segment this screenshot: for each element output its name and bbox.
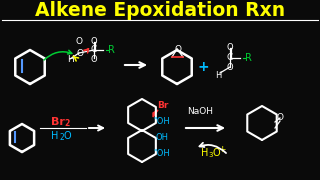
Text: Alkene Epoxidation Rxn: Alkene Epoxidation Rxn	[35, 1, 285, 21]
Text: H: H	[67, 55, 73, 64]
Text: R: R	[244, 53, 252, 63]
Text: R: R	[108, 45, 115, 55]
Text: "OH: "OH	[154, 148, 170, 158]
Text: C: C	[91, 46, 97, 55]
Polygon shape	[153, 110, 158, 117]
Text: H: H	[215, 71, 221, 80]
Text: +: +	[218, 145, 226, 154]
Text: O: O	[227, 64, 233, 73]
Text: 3: 3	[209, 152, 213, 158]
Text: O: O	[76, 37, 83, 46]
Text: 2: 2	[64, 120, 70, 129]
Text: H: H	[51, 131, 59, 141]
Text: Br: Br	[157, 102, 169, 111]
Text: "OH: "OH	[154, 116, 170, 125]
Text: O: O	[91, 37, 97, 46]
Text: OH: OH	[156, 134, 169, 143]
Text: O: O	[63, 131, 71, 141]
Text: H: H	[201, 148, 209, 158]
Text: O: O	[227, 42, 233, 51]
Text: O: O	[212, 148, 220, 158]
Text: 2: 2	[60, 132, 64, 141]
Text: NaOH: NaOH	[187, 107, 213, 116]
Text: Br: Br	[51, 117, 65, 127]
Text: O: O	[91, 55, 97, 64]
Text: +: +	[197, 60, 209, 74]
Text: C: C	[227, 53, 233, 62]
Text: O: O	[276, 112, 284, 122]
Text: O: O	[76, 48, 84, 57]
Text: O: O	[174, 44, 181, 53]
